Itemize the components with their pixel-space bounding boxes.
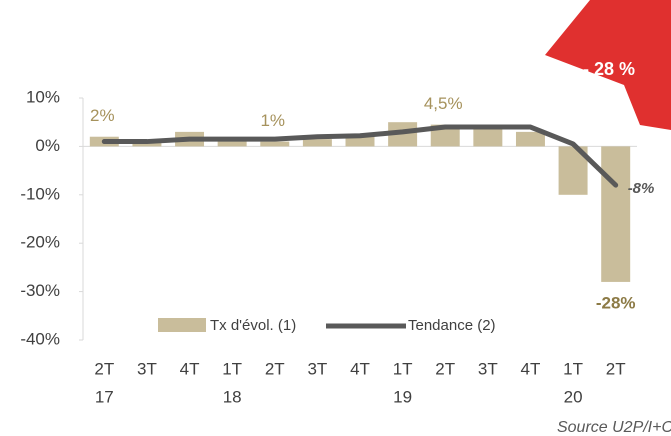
- arrow: [545, 0, 671, 130]
- legend-label: Tx d'évol. (1): [210, 317, 296, 334]
- trend-line: [101, 124, 619, 188]
- x-tick-label: 4T: [180, 359, 200, 378]
- legend-swatch: [158, 318, 206, 332]
- bar: [260, 141, 290, 147]
- y-tick-label: 10%: [26, 87, 60, 106]
- x-tick-label: 2T: [606, 359, 626, 378]
- x-tick-label: 4T: [521, 359, 541, 378]
- x-tick-label: 3T: [307, 359, 327, 378]
- bar: [515, 131, 545, 147]
- bar: [217, 139, 247, 147]
- x-tick-label: 19: [393, 387, 412, 406]
- y-tick-label: -30%: [20, 281, 60, 300]
- y-tick-label: 0%: [35, 136, 60, 155]
- x-tick-label: 1T: [222, 359, 242, 378]
- bar: [473, 127, 503, 147]
- x-tick-label: 3T: [478, 359, 498, 378]
- value-label: 1%: [260, 111, 285, 130]
- x-tick-label: 2T: [435, 359, 455, 378]
- source: Source U2P/I+C: [557, 419, 671, 436]
- x-tick-label: 2T: [94, 359, 114, 378]
- y-tick-label: -40%: [20, 329, 60, 348]
- x-tick-label: 17: [95, 387, 114, 406]
- value-label: -8%: [628, 180, 655, 197]
- value-label: -28%: [596, 293, 636, 312]
- y-tick-label: -10%: [20, 184, 60, 203]
- annotation: - 28 %: [583, 59, 635, 79]
- value-label: 4,5%: [424, 94, 463, 113]
- bar: [302, 139, 332, 147]
- legend-label: Tendance (2): [408, 317, 496, 334]
- x-tick-label: 4T: [350, 359, 370, 378]
- x-tick-label: 2T: [265, 359, 285, 378]
- x-tick-label: 1T: [393, 359, 413, 378]
- x-tick-label: 1T: [563, 359, 583, 378]
- value-label: 2%: [90, 106, 115, 125]
- bar: [601, 146, 631, 282]
- bar: [345, 136, 375, 147]
- x-tick-label: 18: [223, 387, 242, 406]
- x-tick-label: 3T: [137, 359, 157, 378]
- x-tick-label: 20: [564, 387, 583, 406]
- y-tick-label: -20%: [20, 233, 60, 252]
